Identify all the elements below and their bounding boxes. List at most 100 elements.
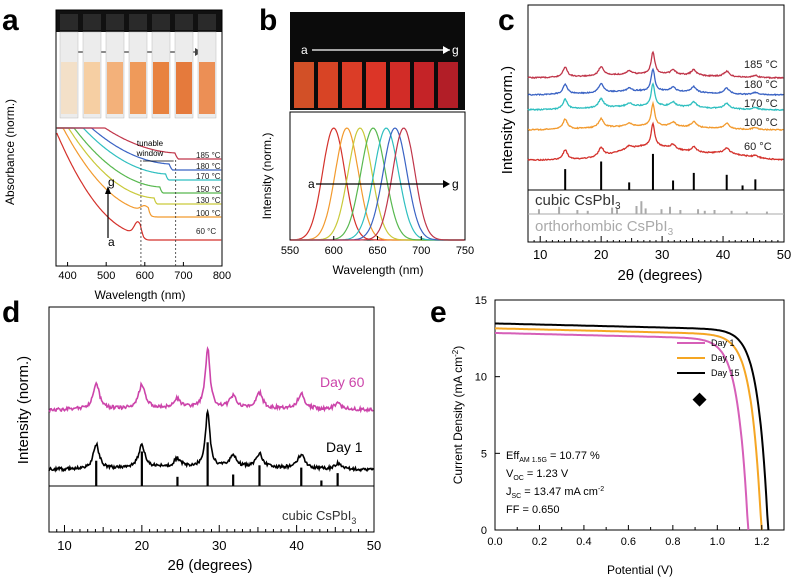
panel-a-photo: a g [56, 10, 222, 120]
vial-glow [390, 62, 410, 108]
panel-b: b a g 550 600 650 700 750 Intensity (norm.) … [259, 4, 474, 277]
photo-b-arrow-end: g [452, 43, 459, 57]
temperature-label: 150 °C [196, 185, 221, 194]
x-tick-label: 1.0 [710, 536, 725, 548]
panel-e-plot [495, 322, 770, 531]
x-tick-label: 550 [281, 245, 299, 257]
temperature-label: 185 °C [196, 151, 221, 160]
x-tick-label: 500 [97, 270, 115, 282]
absorbance-line [56, 127, 222, 181]
x-tick-label: 0.2 [532, 536, 547, 548]
vial-glow [438, 62, 458, 108]
vial-solution [176, 62, 192, 114]
absorbance-line [56, 127, 222, 205]
vial-glow [366, 62, 386, 108]
panel-b-xlabel: Wavelength (nm) [333, 263, 424, 277]
x-tick-label: 50 [367, 538, 381, 553]
x-tick-label: 40 [289, 538, 303, 553]
vial-solution [61, 62, 77, 114]
x-tick-label: 0.0 [487, 536, 502, 548]
photo-b-arrow-head [443, 46, 450, 54]
panel-e-xlabel: Potential (V) [607, 563, 673, 577]
temperature-label: 100 °C [196, 209, 221, 218]
temperature-label: 180 °C [196, 162, 221, 171]
vial-cap [175, 14, 193, 30]
panel-a-ylabel: Absorbance (norm.) [3, 99, 17, 205]
x-tick-label: 600 [325, 245, 343, 257]
x-tick-label: 700 [412, 245, 430, 257]
y-tick-label: 15 [475, 295, 487, 307]
x-tick-label: 600 [136, 270, 154, 282]
tunable-window-line2: window [136, 149, 164, 158]
xrd-line [527, 121, 784, 162]
xrd-line [48, 345, 374, 414]
vial-glow [294, 62, 314, 108]
x-tick-label: 20 [135, 538, 149, 553]
x-tick-label: 30 [212, 538, 226, 553]
vial-cap [83, 14, 101, 30]
photo-b-arrow-start: a [301, 43, 308, 57]
panel-d-plot: Day 60 Day 1 [48, 345, 374, 487]
vial-cap [198, 14, 216, 30]
legend-label: Day 9 [711, 353, 735, 363]
panel-b-label: b [259, 4, 277, 37]
panel-e: e 0.0 0.2 0.4 0.6 0.8 1.0 1.2 0 5 10 15 Current De… [430, 295, 785, 577]
panel-d-xlabel: 2θ (degrees) [167, 557, 252, 574]
panel-c-ylabel: Intensity (norm.) [499, 66, 516, 174]
tunable-window-line1: tunable [137, 139, 164, 148]
x-tick-label: 650 [368, 245, 386, 257]
absorbance-line [56, 132, 222, 241]
legend-label: Day 15 [711, 368, 740, 378]
x-tick-label: 0.4 [576, 536, 591, 548]
panel-b-plot [290, 127, 465, 241]
xrd-line [48, 408, 374, 473]
temperature-label: 170 °C [196, 172, 221, 181]
panel-d-cubic-label: cubic CsPbI3 [282, 508, 356, 526]
metric-eff: EffAM 1.5G = 10.77 % [506, 450, 600, 464]
xrd-line [528, 100, 784, 132]
panel-a-arrow-end: g [108, 175, 115, 189]
panel-d-ylabel: Intensity (norm.) [15, 356, 32, 464]
x-tick-label: 0.6 [621, 536, 636, 548]
pl-arrow-head [443, 180, 450, 188]
panel-e-metrics: EffAM 1.5G = 10.77 % VOC = 1.23 V JSC = … [506, 450, 604, 516]
x-tick-label: 50 [777, 247, 791, 262]
panel-b-axes: 550 600 650 700 750 [281, 236, 474, 257]
pl-curve [290, 127, 465, 241]
temperature-label: 130 °C [196, 196, 221, 205]
panel-c-axes: 10 20 30 40 50 [527, 236, 791, 262]
panel-d: d Day 60 Day 1 10 20 30 40 50 Intensity (norm… [2, 296, 381, 574]
panel-a-xlabel: Wavelength (nm) [95, 288, 186, 302]
absorbance-arrow-head [105, 186, 111, 194]
panel-a-frame [55, 9, 223, 267]
panel-e-frame [494, 299, 785, 531]
panel-e-label: e [430, 296, 447, 329]
vial-solution [130, 62, 146, 114]
x-tick-label: 30 [655, 247, 669, 262]
panel-d-label: d [2, 296, 20, 329]
x-tick-label: 10 [533, 247, 547, 262]
panel-b-arrow-end: g [452, 177, 459, 191]
vial-solution [84, 62, 100, 114]
metric-jsc: JSC = 13.47 mA cm-2 [506, 486, 604, 500]
metric-ff: FF = 0.650 [506, 504, 560, 516]
vial-glow [342, 62, 362, 108]
jv-curve [495, 332, 750, 531]
absorbance-line [56, 127, 222, 194]
x-tick-label: 400 [58, 270, 76, 282]
x-tick-label: 800 [213, 270, 231, 282]
absorbance-line [56, 127, 222, 218]
panel-e-legend: Day 1 Day 9 Day 15 [677, 338, 740, 378]
panel-c-xlabel: 2θ (degrees) [617, 267, 702, 284]
series-label-day1: Day 1 [326, 439, 363, 455]
x-tick-label: 700 [174, 270, 192, 282]
x-tick-label: 40 [716, 247, 730, 262]
mpp-marker [692, 392, 707, 407]
panel-a-arrow-start: a [108, 235, 115, 249]
panel-e-axes: 0.0 0.2 0.4 0.6 0.8 1.0 1.2 0 5 10 15 [475, 295, 785, 548]
vial-cap [60, 14, 78, 30]
